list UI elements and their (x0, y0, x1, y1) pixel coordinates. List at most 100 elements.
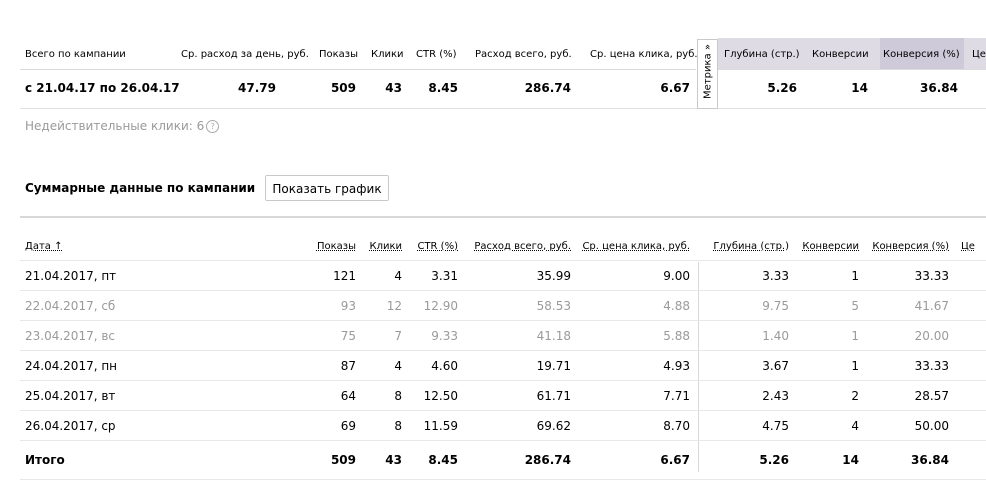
cell-ctr: 12.90 (423, 298, 458, 313)
summary-header-ctr: CTR (%) (416, 49, 457, 60)
cell-conversions: 2 (851, 388, 859, 403)
cell-conversions: 4 (851, 418, 859, 433)
table-body: 21.04.2017, пт 121 4 3.31 35.99 9.00 3.33 1 33.3… (20, 261, 986, 441)
cell-conversion-rate: 50.00 (914, 418, 949, 433)
metrika-header-highlight-conv (880, 38, 964, 70)
col-conversion-rate[interactable]: Конверсия (%) (872, 240, 949, 252)
cell-conversion-rate: 33.33 (914, 268, 949, 283)
total-clicks: 43 (385, 453, 402, 467)
col-spend[interactable]: Расход всего, руб. (474, 240, 571, 252)
summary-header-spend: Расход всего, руб. (475, 49, 572, 60)
cell-conversion-rate: 20.00 (914, 328, 949, 343)
cell-clicks: 4 (394, 268, 402, 283)
show-chart-button[interactable]: Показать график (265, 175, 389, 201)
cell-impressions: 93 (340, 298, 356, 313)
table-top-divider (20, 216, 986, 218)
cell-depth: 3.67 (762, 358, 789, 373)
section-title: Суммарные данные по кампании (25, 181, 256, 195)
col-ctr[interactable]: CTR (%) (417, 240, 458, 252)
cell-date: 21.04.2017, пт (25, 268, 117, 283)
cell-spend: 58.53 (536, 298, 571, 313)
cell-spend: 35.99 (536, 268, 571, 283)
col-cpc[interactable]: Ср. цена клика, руб. (582, 240, 690, 252)
cell-ctr: 4.60 (431, 358, 458, 373)
total-impressions: 509 (330, 453, 356, 467)
cell-cpc: 7.71 (663, 388, 690, 403)
summary-header-impressions: Показы (319, 49, 359, 60)
total-cpc: 6.67 (660, 453, 690, 467)
metrika-toggle-tab[interactable]: Метрика » (697, 39, 718, 109)
summary-header-conversions: Конверсии (812, 49, 869, 60)
total-conversions: 14 (842, 453, 859, 467)
col-clicks[interactable]: Клики (369, 240, 402, 252)
summary-header-total: Всего по кампании (25, 49, 126, 60)
summary-header-avg-daily: Ср. расход за день, руб. (181, 49, 309, 60)
cell-cut (949, 261, 986, 291)
total-spend: 286.74 (524, 453, 571, 467)
summary-period: с 21.04.17 по 26.04.17 (25, 81, 180, 95)
summary-header-depth: Глубина (стр.) (724, 49, 800, 60)
summary-avg-daily: 47.79 (238, 81, 276, 95)
cell-clicks: 8 (394, 388, 402, 403)
table-row: 23.04.2017, вс 75 7 9.33 41.18 5.88 1.40 1 20.00 (20, 321, 986, 351)
cell-conversions: 5 (851, 298, 859, 313)
cell-cut (949, 381, 986, 411)
cell-cpc: 5.88 (663, 328, 690, 343)
summary-impressions: 509 (330, 81, 356, 95)
summary-bottom-divider (20, 108, 986, 109)
cell-depth: 3.33 (762, 268, 789, 283)
summary-depth: 5.26 (767, 81, 797, 95)
table-row: 21.04.2017, пт 121 4 3.31 35.99 9.00 3.33 1 33.3… (20, 261, 986, 291)
cell-ctr: 11.59 (423, 418, 458, 433)
help-icon[interactable]: ? (206, 120, 220, 133)
col-date-label: Дата ↑ (25, 240, 63, 252)
cell-impressions: 75 (340, 328, 356, 343)
summary-conversion-rate: 36.84 (920, 81, 958, 95)
cell-date: 25.04.2017, вт (25, 388, 116, 403)
col-date[interactable]: Дата ↑ (20, 232, 270, 261)
total-ctr: 8.45 (428, 453, 458, 467)
cell-conversion-rate: 28.57 (914, 388, 949, 403)
cell-date: 22.04.2017, сб (25, 298, 116, 313)
cell-clicks: 8 (394, 418, 402, 433)
table-row: 26.04.2017, ср 69 8 11.59 69.62 8.70 4.75 4 50.0… (20, 411, 986, 441)
cell-impressions: 64 (340, 388, 356, 403)
total-cut (949, 441, 986, 480)
cell-ctr: 9.33 (431, 328, 458, 343)
cell-spend: 69.62 (536, 418, 571, 433)
table-header-row: Дата ↑ Показы Клики CTR (%) Расход всего… (20, 232, 986, 261)
metrika-columns-divider (698, 262, 699, 472)
table-total-row: Итого 509 43 8.45 286.74 6.67 5.26 14 36… (20, 441, 986, 480)
cell-spend: 61.71 (536, 388, 571, 403)
cell-cut (949, 291, 986, 321)
cell-conversion-rate: 41.67 (914, 298, 949, 313)
cell-spend: 19.71 (536, 358, 571, 373)
summary-cpc: 6.67 (660, 81, 690, 95)
col-impressions[interactable]: Показы (316, 240, 356, 252)
cell-impressions: 69 (340, 418, 356, 433)
invalid-clicks-text: Недействительные клики: 6 (25, 119, 205, 133)
total-label: Итого (25, 453, 65, 467)
cell-depth: 4.75 (762, 418, 789, 433)
cell-ctr: 3.31 (431, 268, 458, 283)
total-conversion-rate: 36.84 (911, 453, 949, 467)
cell-date: 23.04.2017, вс (25, 328, 116, 343)
cell-depth: 1.40 (762, 328, 789, 343)
cell-cpc: 4.88 (663, 298, 690, 313)
summary-header-cut: Це (972, 49, 986, 60)
cell-cut (949, 351, 986, 381)
summary-header-cpc: Ср. цена клика, руб. (590, 49, 698, 60)
cell-date: 24.04.2017, пн (25, 358, 118, 373)
invalid-clicks: Недействительные клики: 6? (25, 119, 220, 133)
summary-header-divider-right (718, 69, 986, 70)
table-row: 22.04.2017, сб 93 12 12.90 58.53 4.88 9.75 5 41.… (20, 291, 986, 321)
cell-impressions: 121 (333, 268, 356, 283)
cell-cpc: 8.70 (663, 418, 690, 433)
col-depth[interactable]: Глубина (стр.) (713, 240, 789, 252)
cell-depth: 2.43 (762, 388, 789, 403)
metrika-tab-label: Метрика » (702, 44, 714, 99)
summary-ctr: 8.45 (428, 81, 458, 95)
cell-ctr: 12.50 (423, 388, 458, 403)
col-cut[interactable]: Це (961, 240, 975, 252)
col-conversions[interactable]: Конверсии (802, 240, 859, 252)
